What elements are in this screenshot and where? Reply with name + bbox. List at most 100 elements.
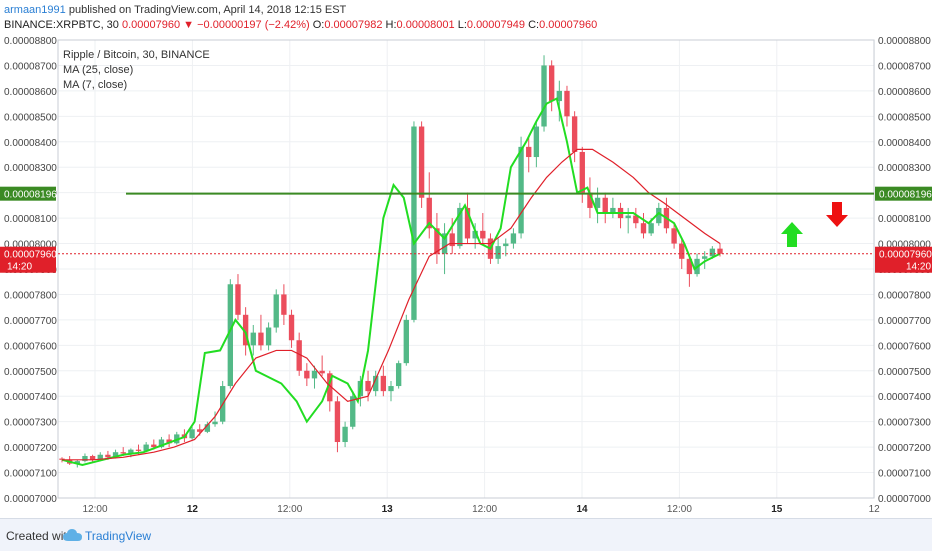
y-tick-label-right: 0.00008400	[878, 138, 931, 149]
author-link[interactable]: armaan1991	[4, 4, 66, 16]
resistance-label-box-left	[0, 186, 56, 201]
candle-body	[709, 248, 716, 257]
time-axis[interactable]: 12:00 12 12:00 13 12:00 14 12:00 15 12	[82, 504, 880, 515]
countdown-label-left: 14:20	[7, 262, 32, 273]
x-tick-label: 12:00	[667, 504, 692, 515]
legend-ma7[interactable]: MA (7, close)	[63, 79, 127, 91]
candle-body	[281, 294, 287, 315]
candle-body	[388, 386, 394, 392]
candle-body	[97, 454, 103, 460]
candle-body	[411, 126, 417, 320]
y-tick-label-left: 0.00007400	[4, 392, 57, 403]
candle-body	[426, 197, 432, 229]
candle-body	[235, 284, 241, 315]
candle-body	[503, 243, 509, 247]
close-label: C:	[525, 19, 540, 31]
y-tick-label-right: 0.00007400	[878, 392, 931, 403]
resistance-label-box-right	[875, 186, 932, 201]
price-change: −0.00000197 (−2.42%)	[194, 19, 313, 31]
x-tick-label: 15	[771, 504, 783, 515]
y-tick-label-left: 0.00008800	[4, 36, 57, 47]
tradingview-link[interactable]: TradingView	[85, 529, 152, 543]
y-tick-label-right: 0.00008000	[878, 240, 931, 251]
candle-body	[59, 458, 65, 460]
candle-body	[373, 375, 379, 392]
ma7-line	[61, 97, 721, 466]
published-text: published on TradingView.com, April 14, …	[65, 4, 347, 16]
footer-bar: Created with TradingView	[0, 518, 932, 551]
y-tick-label-left: 0.00008600	[4, 87, 57, 98]
y-tick-label-right: 0.00007700	[878, 316, 931, 327]
candle-body	[495, 246, 501, 259]
candle-body	[342, 426, 348, 443]
candle-body	[288, 314, 295, 341]
countdown-label-right: 14:20	[906, 262, 931, 273]
candle-body	[564, 90, 570, 117]
candle-body	[480, 230, 486, 239]
candle-body	[526, 146, 532, 158]
candle-body	[587, 192, 593, 208]
up-arrow-icon	[781, 222, 803, 247]
candle-body	[273, 294, 279, 328]
y-tick-label-right: 0.00007500	[878, 367, 931, 378]
candle-body	[441, 233, 448, 254]
candle-body	[556, 90, 563, 102]
candle-body	[242, 314, 249, 346]
candle-body	[189, 429, 195, 439]
moving-averages	[61, 97, 721, 466]
y-tick-label-left: 0.00008000	[4, 240, 57, 251]
y-tick-label-left: 0.00007200	[4, 443, 57, 454]
candle-body	[265, 327, 272, 346]
plot-frame	[57, 39, 875, 499]
x-tick-label: 12:00	[82, 504, 107, 515]
resistance-label-left: 0.00008196	[4, 190, 57, 201]
y-tick-label-left: 0.00008500	[4, 112, 57, 123]
y-tick-label-left: 0.00007300	[4, 418, 57, 429]
x-tick-label: 12	[187, 504, 199, 515]
y-tick-label-left: 0.00007100	[4, 469, 57, 480]
y-tick-label-left: 0.00007700	[4, 316, 57, 327]
candle-body	[464, 207, 471, 239]
candles-group	[59, 55, 723, 468]
candle-body	[120, 452, 126, 454]
candle-body	[112, 452, 119, 458]
y-tick-label-left: 0.00007500	[4, 367, 57, 378]
low-label: L:	[454, 19, 467, 31]
candle-body	[640, 223, 647, 234]
candle-body	[128, 449, 134, 454]
candle-body	[457, 207, 463, 247]
symbol-name: BINANCE:XRPBTC, 30	[4, 19, 122, 31]
x-tick-label: 12:00	[472, 504, 497, 515]
candle-body	[571, 116, 578, 152]
low-value: 0.00007949	[466, 19, 526, 31]
last-price-label-right: 0.00007960	[879, 250, 932, 261]
candle-body	[250, 332, 256, 346]
candle-body	[311, 370, 318, 379]
candle-body	[74, 461, 80, 464]
tradingview-cloud-icon[interactable]	[63, 528, 83, 547]
candle-body	[334, 401, 341, 443]
candle-body	[602, 197, 608, 214]
y-tick-label-right: 0.00008100	[878, 214, 931, 225]
candle-body	[625, 215, 631, 219]
candle-body	[82, 456, 88, 462]
x-tick-label: 13	[382, 504, 394, 515]
price-chart[interactable]: 0.00008800 0.00008700 0.00008600 0.00008500…	[0, 36, 932, 516]
chart-svg[interactable]: 0.00008800 0.00008700 0.00008600 0.00008500…	[0, 36, 932, 516]
candle-body	[449, 233, 455, 247]
last-price: 0.00007960	[121, 19, 181, 31]
candle-body	[686, 258, 693, 275]
candle-body	[633, 215, 639, 224]
candle-body	[702, 256, 708, 259]
candle-body	[533, 126, 540, 158]
down-arrow-icon	[826, 202, 848, 227]
y-tick-label-left: 0.00008300	[4, 163, 57, 174]
legend-ma25[interactable]: MA (25, close)	[63, 64, 133, 76]
candle-body	[717, 248, 723, 254]
overlays: 0.00008196 0.000081960.0000796014:200.000…	[0, 186, 932, 273]
y-tick-label-right: 0.00008700	[878, 61, 931, 72]
candle-body	[518, 146, 524, 234]
last-price-box-right	[875, 246, 932, 273]
candle-body	[679, 243, 685, 259]
last-price-box-left	[0, 246, 56, 273]
